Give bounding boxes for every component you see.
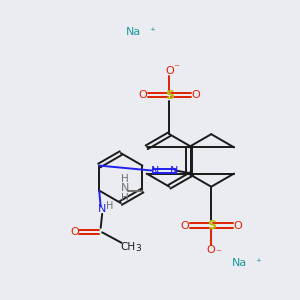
Text: ⁺: ⁺ <box>255 259 261 269</box>
Text: ⁻: ⁻ <box>173 63 179 73</box>
Text: N: N <box>169 166 178 176</box>
Text: Na: Na <box>232 259 247 269</box>
Text: N: N <box>151 166 159 176</box>
Text: H: H <box>106 201 114 211</box>
Text: O: O <box>207 245 216 255</box>
Text: S: S <box>165 89 174 102</box>
Text: O: O <box>70 227 79 237</box>
Text: N: N <box>98 204 106 214</box>
Text: O: O <box>233 220 242 230</box>
Text: ⁺: ⁺ <box>149 27 155 37</box>
Text: H: H <box>121 193 129 203</box>
Text: H: H <box>121 174 129 184</box>
Text: Na: Na <box>126 27 141 37</box>
Text: ⁻: ⁻ <box>215 248 221 258</box>
Text: O: O <box>181 220 189 230</box>
Text: N: N <box>121 183 129 193</box>
Text: O: O <box>139 90 148 100</box>
Text: 3: 3 <box>135 244 141 253</box>
Text: O: O <box>165 66 174 76</box>
Text: CH: CH <box>120 242 135 252</box>
Text: O: O <box>191 90 200 100</box>
Text: S: S <box>207 219 216 232</box>
